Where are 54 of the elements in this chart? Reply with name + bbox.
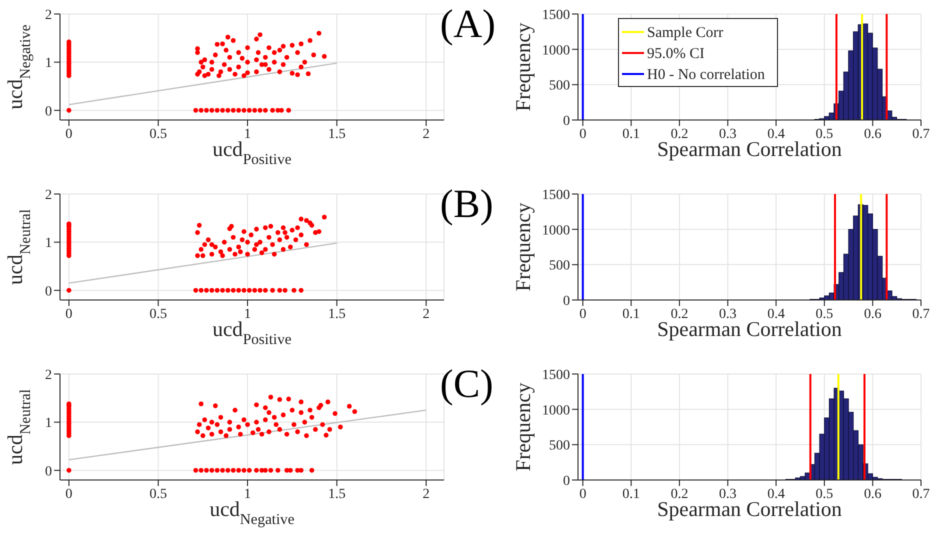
- y-tick-label: 1: [45, 416, 52, 432]
- x-tick-label: 0.7: [912, 486, 930, 502]
- y-tick-label: 1500: [542, 8, 570, 23]
- y-axis-title: Frequency: [511, 202, 535, 292]
- legend-label: Sample Corr: [647, 25, 724, 41]
- x-tick-label: 0.1: [622, 126, 640, 142]
- y-tick-label: 2: [45, 188, 52, 203]
- y-tick-label: 1000: [542, 223, 570, 238]
- y-tick-label: 1000: [542, 43, 570, 58]
- x-tick-label: 0.5: [149, 306, 167, 322]
- x-tick-label: 0.6: [864, 486, 882, 502]
- x-tick-label: 0: [65, 306, 72, 322]
- y-tick-label: 0: [563, 474, 570, 489]
- x-tick-label: 0.6: [864, 306, 882, 322]
- y-tick-label: 0: [45, 284, 52, 300]
- y-axis-title: Frequency: [511, 22, 535, 112]
- x-tick-label: 0: [579, 486, 586, 502]
- annotation: (B): [440, 180, 494, 227]
- y-tick-label: 0: [563, 294, 570, 309]
- annotation: (C): [440, 360, 494, 407]
- x-tick-label: 0: [65, 126, 72, 142]
- x-tick-label: 0.6: [864, 126, 882, 142]
- y-tick-label: 0: [563, 114, 570, 129]
- y-tick-label: 500: [549, 78, 570, 94]
- x-tick-label: 0: [579, 306, 586, 322]
- legend-label: 95.0% CI: [647, 46, 704, 62]
- x-tick-label: 2: [422, 486, 430, 502]
- x-tick-label: 0.7: [912, 306, 930, 322]
- y-tick-label: 500: [549, 258, 570, 274]
- y-tick-label: 1500: [542, 368, 570, 383]
- x-tick-label: 0.1: [622, 306, 640, 322]
- legend-label: H0 - No correlation: [647, 67, 766, 83]
- x-tick-label: 0.5: [149, 126, 167, 142]
- x-tick-label: 1.5: [328, 486, 346, 502]
- y-tick-label: 500: [549, 438, 570, 454]
- y-tick-label: 2: [45, 8, 52, 23]
- y-tick-label: 0: [45, 464, 52, 480]
- x-tick-label: 1.5: [328, 126, 346, 142]
- x-tick-label: 0.1: [622, 486, 640, 502]
- x-tick-label: 1.5: [328, 306, 346, 322]
- x-tick-label: 0: [65, 486, 72, 502]
- annotation: (A): [440, 0, 496, 47]
- x-tick-label: 2: [422, 126, 430, 142]
- y-tick-label: 2: [45, 368, 52, 383]
- y-tick-label: 1: [45, 236, 52, 252]
- y-tick-label: 0: [45, 104, 52, 120]
- x-tick-label: 2: [422, 306, 430, 322]
- y-tick-label: 1000: [542, 403, 570, 418]
- x-tick-label: 0.7: [912, 126, 930, 142]
- y-axis-title: Frequency: [511, 382, 535, 472]
- y-tick-label: 1500: [542, 188, 570, 203]
- y-tick-label: 1: [45, 56, 52, 72]
- x-tick-label: 0: [579, 126, 586, 142]
- x-tick-label: 0.5: [149, 486, 167, 502]
